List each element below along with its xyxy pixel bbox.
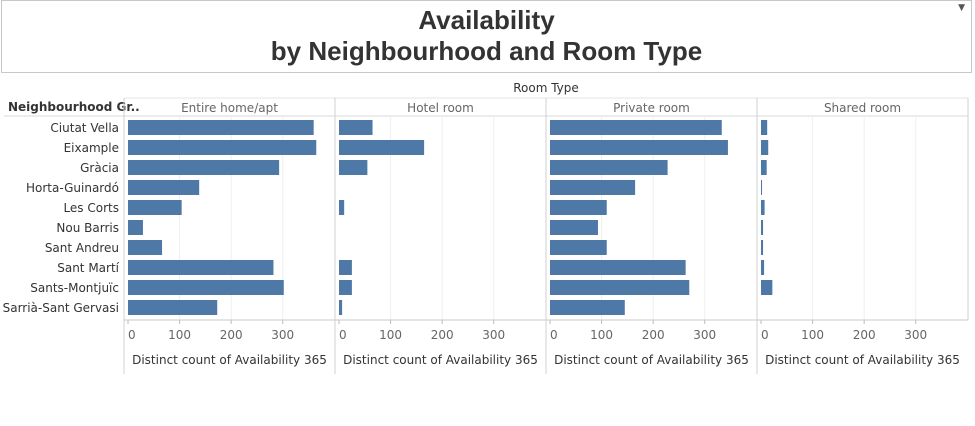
bar[interactable] bbox=[550, 280, 690, 295]
bar[interactable] bbox=[128, 260, 274, 275]
bar[interactable] bbox=[128, 180, 200, 195]
bar[interactable] bbox=[761, 280, 773, 295]
bar[interactable] bbox=[761, 260, 765, 275]
bar[interactable] bbox=[550, 140, 728, 155]
row-label: Eixample bbox=[64, 141, 119, 155]
bar[interactable] bbox=[550, 200, 607, 215]
bar[interactable] bbox=[550, 260, 686, 275]
tick-label: 200 bbox=[642, 328, 665, 342]
bar[interactable] bbox=[339, 140, 425, 155]
panel-header: Shared room bbox=[824, 101, 901, 115]
bar[interactable] bbox=[550, 120, 722, 135]
tick-label: 300 bbox=[693, 328, 716, 342]
bar-chart: Room Type Neighbourhood Gr.. Ciutat Vella E… bbox=[3, 81, 969, 374]
tick-label: 200 bbox=[431, 328, 454, 342]
row-label: Gràcia bbox=[80, 161, 119, 175]
row-label: Sant Andreu bbox=[45, 241, 119, 255]
tick-label: 0 bbox=[128, 328, 136, 342]
bar[interactable] bbox=[128, 240, 163, 255]
bar[interactable] bbox=[550, 180, 636, 195]
row-label: Sant Martí bbox=[57, 261, 119, 275]
x-axis-label: Distinct count of Availability 365 bbox=[132, 353, 327, 367]
bar[interactable] bbox=[128, 220, 143, 235]
row-label: Sants-Montjuïc bbox=[30, 281, 119, 295]
row-label: Sarrià-Sant Gervasi bbox=[3, 301, 119, 315]
chart-subtitle: by Neighbourhood and Room Type bbox=[270, 36, 703, 66]
bar[interactable] bbox=[128, 200, 182, 215]
bar[interactable] bbox=[339, 160, 368, 175]
bar[interactable] bbox=[339, 280, 352, 295]
bar[interactable] bbox=[550, 220, 598, 235]
tick-label: 300 bbox=[482, 328, 505, 342]
tick-label: 100 bbox=[379, 328, 402, 342]
chart-title: Availability bbox=[418, 5, 555, 35]
bar[interactable] bbox=[128, 160, 280, 175]
bar[interactable] bbox=[761, 220, 764, 235]
bar[interactable] bbox=[339, 120, 373, 135]
row-label: Ciutat Vella bbox=[50, 121, 119, 135]
panel-header: Hotel room bbox=[407, 101, 474, 115]
bar[interactable] bbox=[128, 280, 284, 295]
title-panel: Availability by Neighbourhood and Room T… bbox=[1, 0, 972, 73]
bar[interactable] bbox=[550, 300, 625, 315]
tick-label: 300 bbox=[271, 328, 294, 342]
dropdown-caret-icon[interactable]: ▼ bbox=[958, 3, 965, 13]
bar[interactable] bbox=[339, 260, 352, 275]
bar[interactable] bbox=[761, 180, 763, 195]
panel-header: Entire home/apt bbox=[181, 101, 278, 115]
tick-label: 100 bbox=[801, 328, 824, 342]
tick-label: 300 bbox=[904, 328, 927, 342]
bar[interactable] bbox=[128, 120, 314, 135]
tick-label: 100 bbox=[168, 328, 191, 342]
row-label: Les Corts bbox=[63, 201, 119, 215]
bar[interactable] bbox=[128, 300, 218, 315]
bar[interactable] bbox=[550, 240, 607, 255]
x-axis-label: Distinct count of Availability 365 bbox=[765, 353, 960, 367]
row-label: Horta-Guinardó bbox=[26, 181, 119, 195]
row-header-neighbourhood: Neighbourhood Gr.. bbox=[8, 100, 140, 114]
tick-label: 100 bbox=[590, 328, 613, 342]
bar[interactable] bbox=[761, 140, 769, 155]
row-label: Nou Barris bbox=[56, 221, 119, 235]
tick-label: 0 bbox=[339, 328, 347, 342]
tick-label: 0 bbox=[761, 328, 769, 342]
bar[interactable] bbox=[761, 160, 767, 175]
tick-label: 200 bbox=[220, 328, 243, 342]
bar[interactable] bbox=[128, 140, 317, 155]
x-axis-label: Distinct count of Availability 365 bbox=[343, 353, 538, 367]
panel-header: Private room bbox=[613, 101, 690, 115]
bar[interactable] bbox=[339, 200, 345, 215]
bar[interactable] bbox=[761, 200, 765, 215]
tick-label: 200 bbox=[853, 328, 876, 342]
column-header-room-type: Room Type bbox=[513, 81, 579, 95]
bar[interactable] bbox=[761, 120, 768, 135]
bar[interactable] bbox=[761, 240, 764, 255]
tick-label: 0 bbox=[550, 328, 558, 342]
bar[interactable] bbox=[339, 300, 343, 315]
x-axis-label: Distinct count of Availability 365 bbox=[554, 353, 749, 367]
bar[interactable] bbox=[550, 160, 668, 175]
